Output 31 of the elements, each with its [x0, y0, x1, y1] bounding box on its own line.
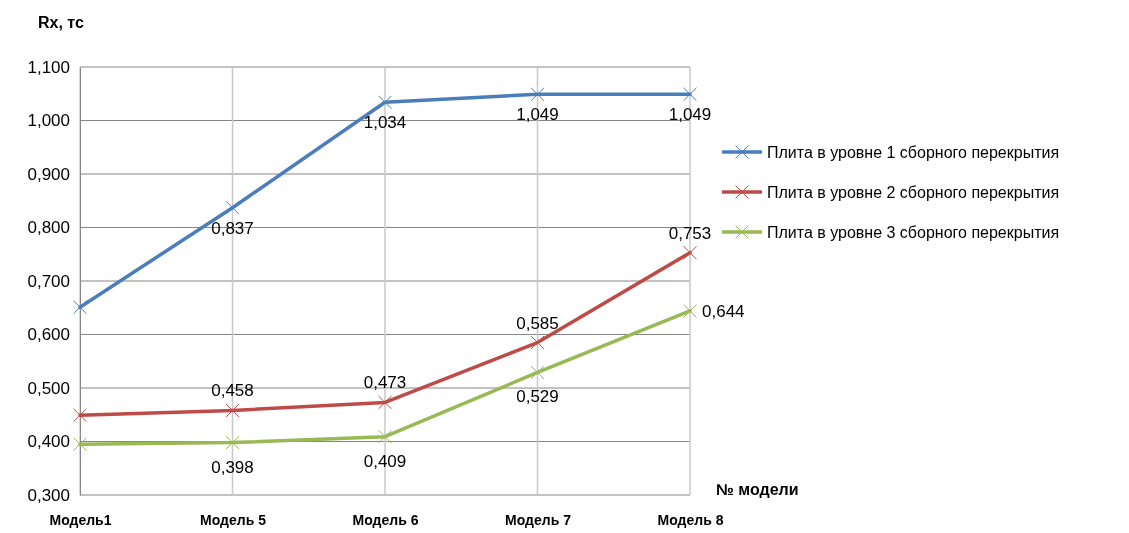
x-tick-label: Модель 7	[505, 511, 572, 528]
legend-label: Плита в уровне 1 сборного перекрытия	[767, 144, 1060, 161]
data-label: 0,458	[211, 381, 254, 401]
data-label: 0,837	[211, 218, 254, 238]
y-tick-label: 0,900	[27, 164, 70, 184]
x-axis-title: № модели	[716, 481, 799, 498]
x-tick-label: Модель 8	[657, 511, 724, 528]
y-tick-label: 1,100	[27, 57, 70, 77]
legend-label: Плита в уровне 2 сборного перекрытия	[767, 184, 1060, 201]
x-tick-label: Модель 5	[200, 511, 267, 528]
data-label: 1,049	[516, 105, 559, 125]
y-axis-title: Rx, тс	[38, 14, 84, 31]
x-tick-label: Модель 6	[352, 511, 419, 528]
data-label: 0,409	[363, 451, 407, 471]
y-tick-label: 0,600	[27, 325, 70, 345]
y-tick-label: 0,400	[27, 432, 70, 452]
data-label: 1,049	[668, 105, 712, 125]
data-label: 0,529	[516, 387, 559, 407]
data-label: 0,644	[702, 301, 745, 321]
y-tick-label: 0,300	[27, 485, 70, 505]
data-label: 0,473	[363, 373, 407, 393]
data-label: 1,034	[363, 113, 407, 133]
y-tick-label: 1,000	[27, 111, 70, 131]
y-tick-label: 0,500	[27, 378, 70, 398]
y-tick-label: 0,700	[27, 271, 70, 291]
y-tick-label: 0,800	[27, 218, 70, 238]
data-label: 0,585	[516, 313, 559, 333]
legend-label: Плита в уровне 3 сборного перекрытия	[767, 224, 1060, 241]
x-tick-label: Модель1	[49, 511, 112, 528]
data-label: 0,398	[211, 457, 254, 477]
data-label: 0,753	[668, 223, 712, 243]
